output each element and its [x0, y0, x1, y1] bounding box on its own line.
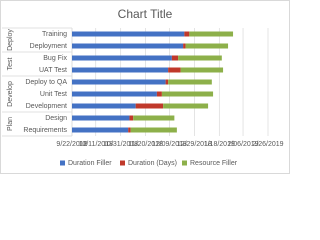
x-tick-label: 10/11/2018	[78, 141, 113, 148]
bar-segment	[133, 115, 175, 121]
bar-segment	[128, 127, 131, 133]
bar-segment	[171, 55, 179, 61]
legend-swatch	[60, 160, 65, 166]
bar-segment	[165, 79, 169, 85]
chart: Chart Title 9/22/201810/11/201810/31/201…	[0, 0, 290, 174]
bar-segment	[72, 43, 184, 49]
legend-label: Resource Filler	[190, 160, 238, 167]
x-tick-label: 12/09/2018	[152, 141, 187, 148]
category-label: Design	[45, 115, 67, 122]
legend-swatch	[120, 160, 125, 166]
bar-segment	[163, 103, 209, 109]
group-label: Deploy	[7, 29, 14, 51]
legend-swatch	[182, 160, 187, 166]
chart-title: Chart Title	[118, 7, 173, 21]
bar-segment	[129, 115, 134, 121]
bar-segment	[184, 31, 190, 37]
group-label: Plan	[7, 117, 14, 131]
x-tick-label: 2/26/2019	[252, 141, 283, 148]
category-label: Bug Fix	[43, 55, 67, 62]
bar-segment	[72, 103, 136, 109]
bar-segment	[72, 31, 185, 37]
legend-label: Duration (Days)	[128, 160, 177, 167]
category-label: Deploy to QA	[25, 79, 67, 86]
bar-segment	[72, 67, 169, 73]
x-tick-label: 2/06/2019	[227, 141, 258, 148]
bar-segment	[189, 31, 234, 37]
bar-segment	[72, 91, 157, 97]
bar-segment	[72, 79, 166, 85]
bar-segment	[180, 67, 224, 73]
bar-segment	[135, 103, 164, 109]
x-tick-label: 12/29/2018	[177, 141, 212, 148]
category-label: UAT Test	[39, 67, 67, 74]
bar-segment	[168, 67, 181, 73]
group-label: Develop	[7, 81, 14, 107]
x-tick-label: 9/22/2018	[56, 141, 87, 148]
bar-segment	[130, 127, 177, 133]
bar-segment	[156, 91, 162, 97]
page: Chart Title 9/22/2018 10/11/2018 10/31/201…	[0, 0, 290, 174]
bar-segment	[72, 115, 130, 121]
bar-segment	[178, 55, 222, 61]
x-tick-label: 11/20/2018	[128, 141, 163, 148]
category-label: Deployment	[30, 43, 67, 50]
bar-segment	[168, 79, 212, 85]
chart-border	[0, 0, 290, 174]
bar-segment	[72, 127, 129, 133]
bar-segment	[161, 91, 214, 97]
group-label: Test	[7, 58, 14, 71]
x-tick-label: 1/18/2019	[204, 141, 235, 148]
category-label: Unit Test	[40, 91, 67, 98]
category-label: Development	[26, 103, 67, 110]
category-label: Training	[42, 31, 67, 38]
bar-segment	[183, 43, 186, 49]
x-tick-label: 10/31/2018	[103, 141, 138, 148]
bar-segment	[72, 55, 172, 61]
legend-label: Duration Filler	[68, 160, 112, 167]
bar-segment	[185, 43, 229, 49]
category-label: Requirements	[23, 127, 67, 134]
